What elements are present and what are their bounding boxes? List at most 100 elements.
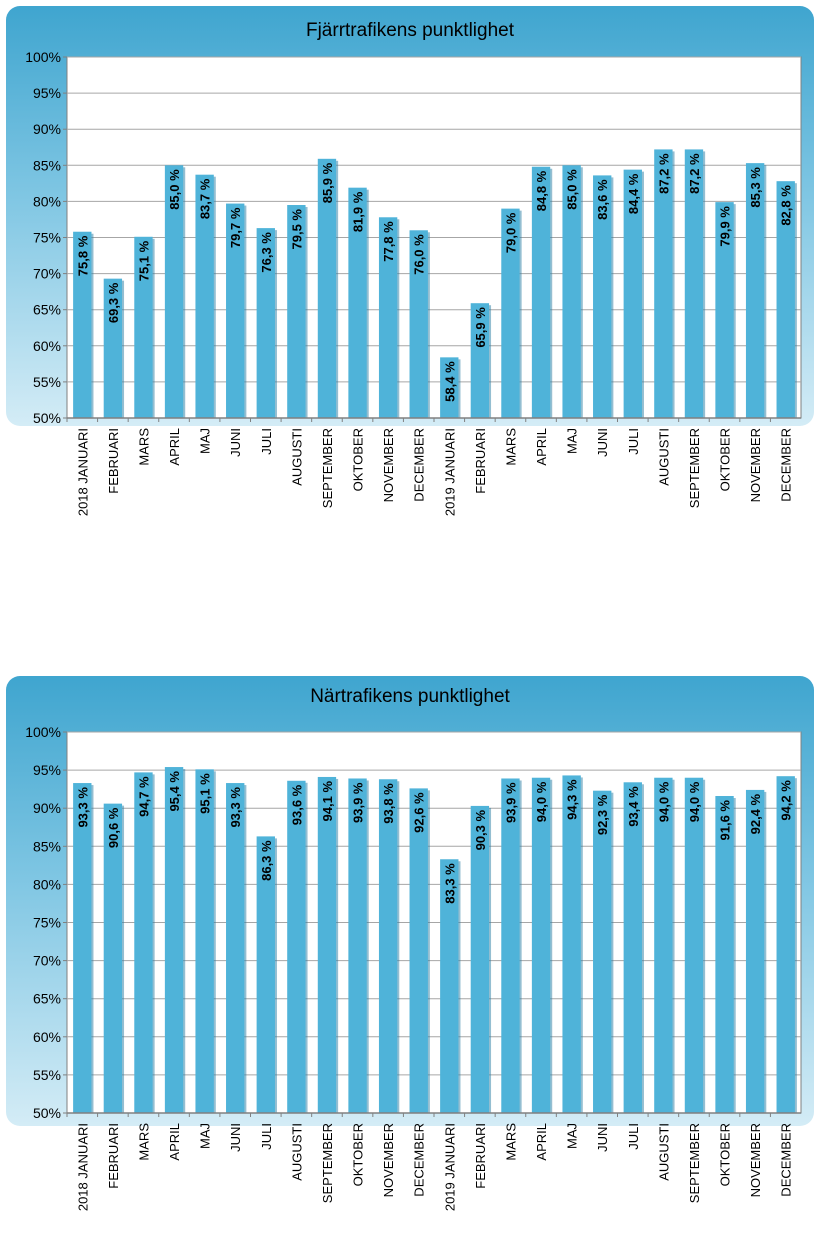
- data-label: 69,3 %: [106, 282, 121, 323]
- data-label: 83,6 %: [595, 179, 610, 220]
- data-label: 92,6 %: [412, 792, 427, 833]
- bar: [470, 303, 490, 418]
- bar: [623, 169, 642, 418]
- data-label: 83,3 %: [442, 863, 457, 904]
- y-tick-label: 80%: [33, 193, 61, 209]
- x-tick-label: APRIL: [534, 428, 549, 466]
- chart-title-nartrafik: Närtrafikens punktlighet: [310, 686, 510, 707]
- x-tick-label: AUGUSTI: [656, 428, 671, 486]
- bar: [73, 783, 92, 1113]
- bar: [134, 236, 153, 418]
- y-tick-label: 60%: [33, 1029, 61, 1045]
- data-label: 95,4 %: [167, 771, 182, 812]
- data-label: 93,4 %: [626, 786, 641, 827]
- bar: [470, 805, 490, 1113]
- x-tick-label: DECEMBER: [412, 428, 427, 502]
- data-label: 84,4 %: [626, 173, 641, 214]
- data-label: 76,0 %: [412, 234, 427, 275]
- bar: [287, 205, 306, 418]
- bar: [501, 208, 520, 418]
- x-tick-label: SEPTEMBER: [320, 428, 335, 508]
- x-tick-label: MARS: [136, 1123, 151, 1161]
- x-tick-label: AUGUSTI: [289, 1123, 304, 1181]
- data-label: 79,0 %: [503, 212, 518, 253]
- bar: [103, 278, 123, 418]
- x-tick-label: NOVEMBER: [381, 428, 396, 502]
- y-tick-label: 70%: [33, 266, 61, 282]
- y-tick-label: 55%: [33, 374, 61, 390]
- bar: [195, 769, 214, 1113]
- data-label: 85,9 %: [320, 162, 335, 203]
- data-label: 86,3 %: [259, 840, 274, 881]
- x-tick-label: APRIL: [167, 1123, 182, 1161]
- x-tick-label: JUNI: [595, 1123, 610, 1152]
- bar: [378, 217, 398, 418]
- bar: [440, 859, 459, 1113]
- data-label: 92,3 %: [595, 794, 610, 835]
- bar: [684, 777, 704, 1113]
- bar: [348, 778, 367, 1113]
- y-tick-label: 85%: [33, 838, 61, 854]
- data-label: 95,1 %: [198, 773, 213, 814]
- x-tick-label: AUGUSTI: [656, 1123, 671, 1181]
- data-label: 94,1 %: [320, 781, 335, 822]
- x-tick-label: NOVEMBER: [748, 428, 763, 502]
- data-label: 91,6 %: [718, 800, 733, 841]
- bar: [562, 165, 581, 418]
- x-tick-label: SEPTEMBER: [320, 1123, 335, 1203]
- chart-title-fjarrtrafik: Fjärrtrafikens punktlighet: [305, 20, 515, 41]
- x-tick-label: MAJ: [198, 428, 213, 454]
- data-label: 93,6 %: [289, 784, 304, 825]
- x-tick-label: MAJ: [198, 1123, 213, 1149]
- data-label: 84,8 %: [534, 170, 549, 211]
- y-tick-label: 90%: [33, 121, 61, 137]
- y-tick-label: 100%: [25, 49, 61, 65]
- x-tick-label: DECEMBER: [779, 1123, 794, 1197]
- data-label: 76,3 %: [259, 232, 274, 273]
- bar: [623, 782, 642, 1113]
- y-tick-label: 55%: [33, 1067, 61, 1083]
- bar: [531, 166, 551, 418]
- x-tick-label: FEBRUARI: [106, 428, 121, 494]
- data-label: 93,3 %: [75, 787, 90, 828]
- bar: [378, 779, 398, 1113]
- x-tick-label: JUNI: [228, 1123, 243, 1152]
- data-label: 94,0 %: [687, 781, 702, 822]
- y-tick-label: 50%: [33, 410, 61, 426]
- x-tick-label: JULI: [259, 1123, 274, 1150]
- bar: [348, 187, 367, 418]
- x-tick-label: OKTOBER: [351, 428, 366, 491]
- data-label: 94,2 %: [779, 780, 794, 821]
- bar: [256, 836, 275, 1113]
- x-tick-label: JUNI: [595, 428, 610, 457]
- x-tick-label: 2018 JANUARI: [75, 1123, 90, 1211]
- bar: [715, 796, 734, 1113]
- y-tick-label: 50%: [33, 1105, 61, 1121]
- bar: [654, 777, 673, 1113]
- y-tick-label: 95%: [33, 85, 61, 101]
- bar: [164, 165, 184, 418]
- bar: [562, 775, 581, 1113]
- x-tick-label: 2018 JANUARI: [75, 428, 90, 516]
- x-tick-label: MARS: [503, 1123, 518, 1161]
- x-tick-label: NOVEMBER: [748, 1123, 763, 1197]
- y-tick-label: 95%: [33, 762, 61, 778]
- data-label: 83,7 %: [198, 178, 213, 219]
- data-label: 85,0 %: [167, 169, 182, 210]
- x-tick-label: DECEMBER: [779, 428, 794, 502]
- bar: [195, 174, 214, 418]
- data-label: 75,8 %: [75, 235, 90, 276]
- data-label: 79,5 %: [289, 209, 304, 250]
- y-tick-label: 75%: [33, 230, 61, 246]
- data-label: 93,8 %: [381, 783, 396, 824]
- x-tick-label: MAJ: [565, 428, 580, 454]
- data-label: 93,3 %: [228, 787, 243, 828]
- data-label: 77,8 %: [381, 221, 396, 262]
- bar: [776, 776, 795, 1113]
- data-label: 65,9 %: [473, 307, 488, 348]
- data-label: 94,0 %: [534, 781, 549, 822]
- data-label: 87,2 %: [656, 153, 671, 194]
- x-tick-label: OKTOBER: [351, 1123, 366, 1186]
- data-label: 85,3 %: [748, 167, 763, 208]
